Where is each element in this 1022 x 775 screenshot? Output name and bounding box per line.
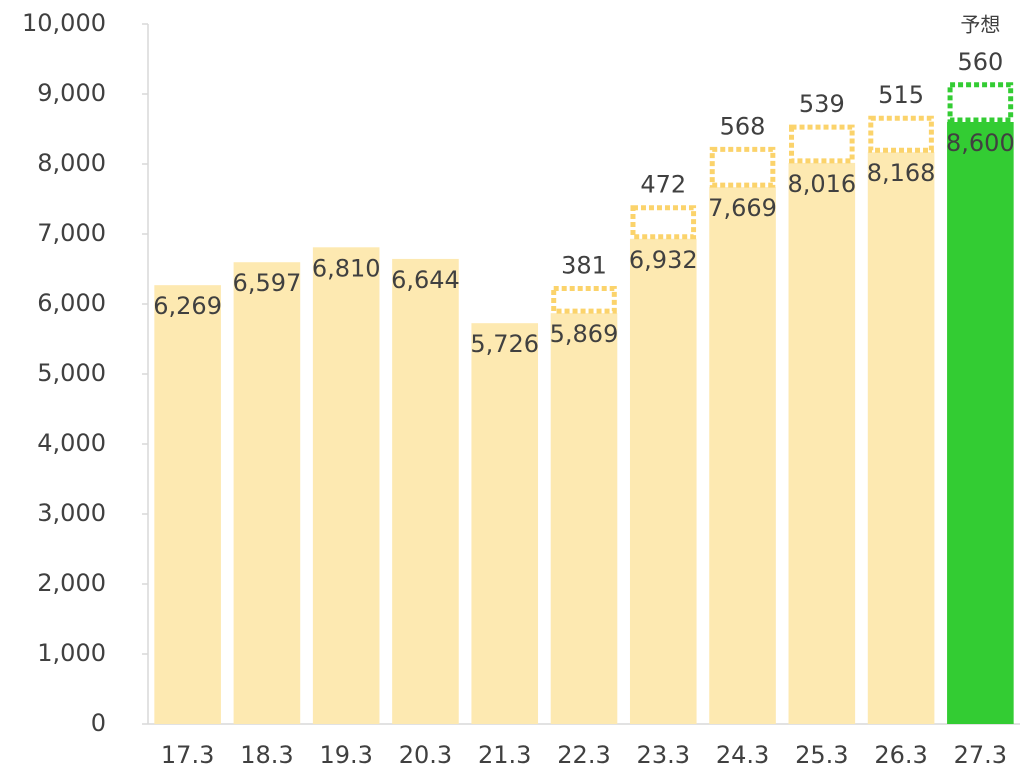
x-tick-label: 21.3 bbox=[478, 741, 531, 769]
segment-label: 568 bbox=[720, 112, 766, 140]
y-tick-label: 6,000 bbox=[37, 289, 106, 317]
value-label: 8,168 bbox=[867, 159, 936, 187]
segment-label: 472 bbox=[640, 171, 686, 199]
x-tick-label: 17.3 bbox=[161, 741, 214, 769]
value-label: 6,597 bbox=[233, 269, 302, 297]
bar bbox=[312, 247, 380, 725]
segment-label: 560 bbox=[957, 48, 1003, 76]
y-tick-label: 9,000 bbox=[37, 79, 106, 107]
y-tick-label: 8,000 bbox=[37, 149, 106, 177]
segment-label: 539 bbox=[799, 90, 845, 118]
x-tick-label: 22.3 bbox=[557, 741, 610, 769]
bar bbox=[788, 162, 856, 724]
segment-label: 515 bbox=[878, 81, 924, 109]
bar bbox=[233, 262, 301, 724]
x-tick-label: 18.3 bbox=[240, 741, 293, 769]
y-tick-label: 5,000 bbox=[37, 359, 106, 387]
forecast-segment bbox=[551, 286, 617, 314]
x-tick-label: 24.3 bbox=[716, 741, 769, 769]
segment-label: 381 bbox=[561, 252, 607, 280]
y-tick-label: 2,000 bbox=[37, 569, 106, 597]
y-tick-label: 0 bbox=[91, 709, 106, 737]
annotation: 予想 bbox=[960, 13, 1000, 37]
value-label: 7,669 bbox=[708, 194, 777, 222]
y-tick-label: 1,000 bbox=[37, 639, 106, 667]
x-tick-label: 19.3 bbox=[319, 741, 372, 769]
x-tick-label: 23.3 bbox=[637, 741, 690, 769]
y-tick-label: 4,000 bbox=[37, 429, 106, 457]
bar bbox=[709, 187, 776, 725]
bar bbox=[867, 152, 935, 725]
bar bbox=[629, 238, 697, 724]
x-tick-label: 27.3 bbox=[954, 741, 1007, 769]
forecast-segment bbox=[789, 124, 855, 164]
x-tick-label: 25.3 bbox=[795, 741, 848, 769]
value-label: 8,600 bbox=[946, 129, 1015, 157]
value-label: 8,016 bbox=[787, 170, 856, 198]
value-label: 6,269 bbox=[153, 292, 222, 320]
forecast-segment bbox=[709, 146, 776, 188]
x-tick-label: 26.3 bbox=[874, 741, 927, 769]
x-tick-label: 20.3 bbox=[399, 741, 452, 769]
value-label: 6,932 bbox=[629, 246, 698, 274]
value-label: 5,869 bbox=[550, 320, 619, 348]
bar bbox=[947, 122, 1014, 724]
forecast-segment bbox=[868, 115, 934, 153]
bar bbox=[154, 285, 221, 724]
value-label: 6,644 bbox=[391, 266, 460, 294]
y-tick-label: 3,000 bbox=[37, 499, 106, 527]
bar bbox=[471, 323, 539, 724]
value-label: 6,810 bbox=[312, 254, 381, 282]
forecast-segment bbox=[947, 82, 1014, 123]
value-label: 5,726 bbox=[470, 330, 539, 358]
y-tick-label: 10,000 bbox=[22, 9, 106, 37]
y-tick-label: 7,000 bbox=[37, 219, 106, 247]
bar bbox=[392, 258, 459, 724]
bar bbox=[550, 313, 618, 724]
forecast-segment bbox=[630, 205, 697, 240]
